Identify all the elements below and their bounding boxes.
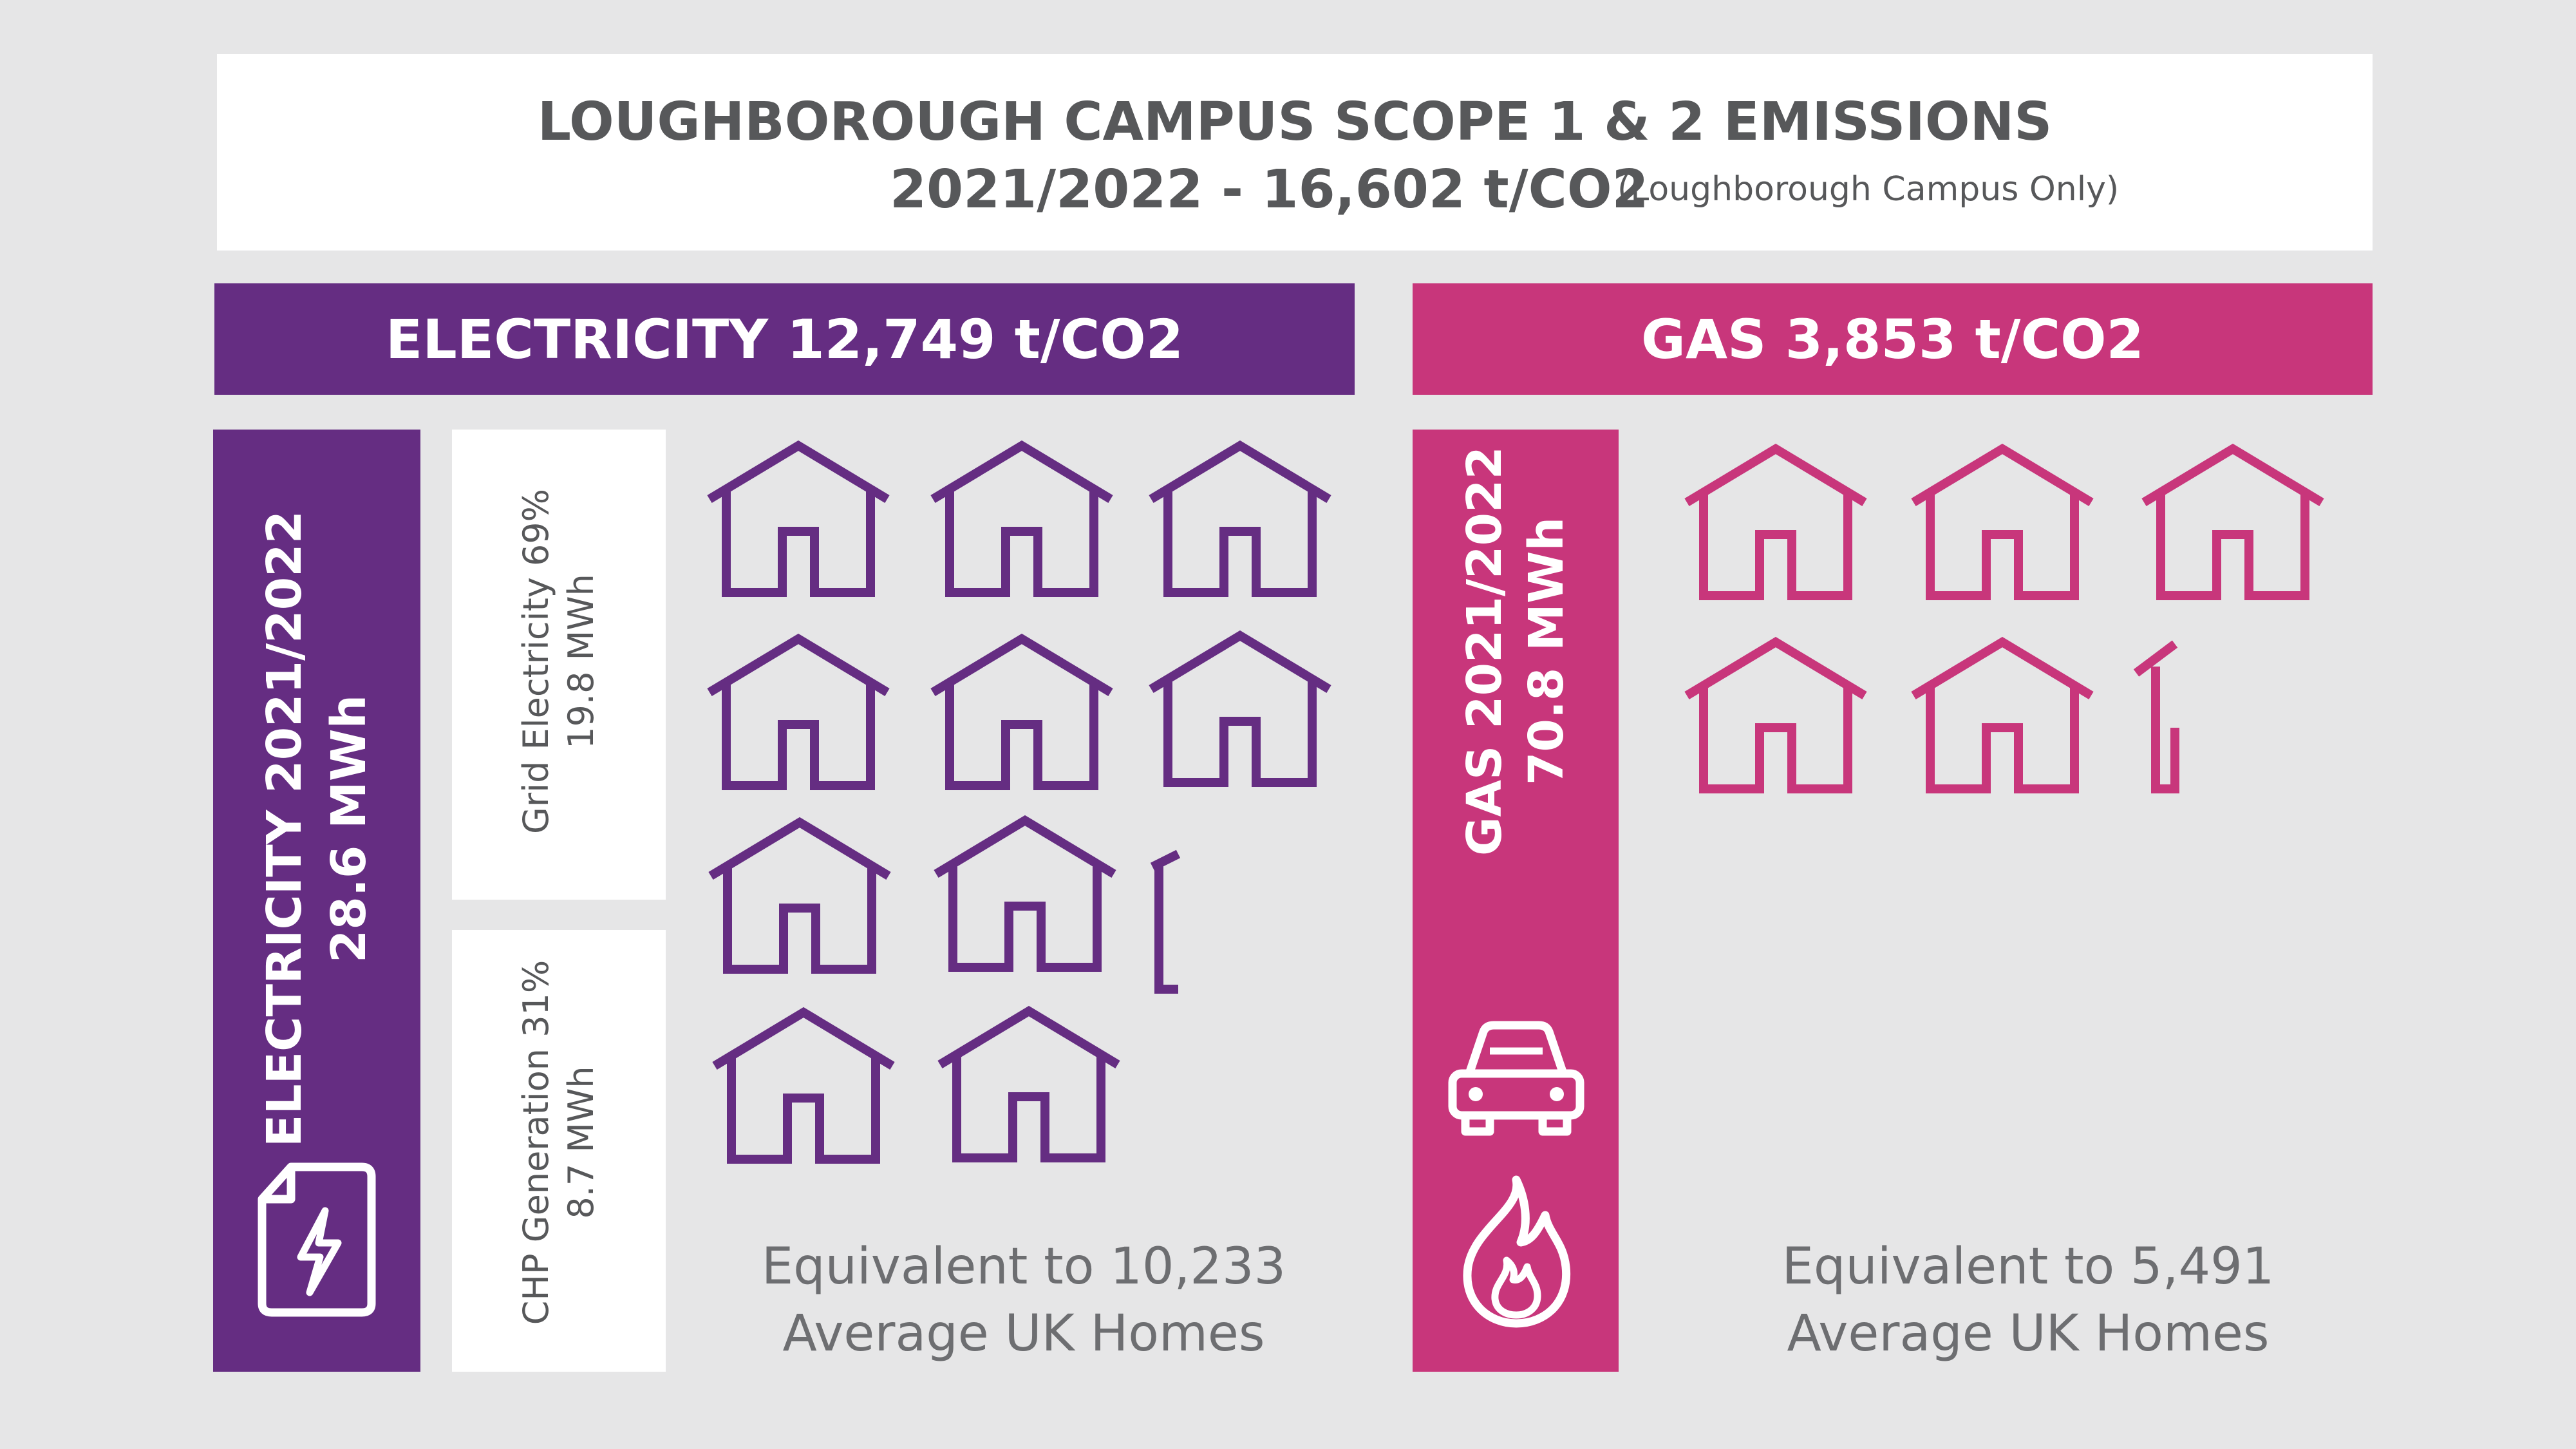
electricity-home-icon [703,815,896,976]
electricity-home-icon [702,438,895,599]
electricity-home-icon [702,631,895,792]
electricity-column: ELECTRICITY 2021/2022 28.6 MWh [213,430,420,1372]
page-subtitle: 2021/2022 - 16,602 t/CO2 [890,159,1649,220]
gas-equivalent-unit: Average UK Homes [1787,1305,2270,1363]
gas-band: GAS 3,853 t/CO2 [1413,283,2373,395]
gas-home-icon [1679,441,1872,602]
title-note: (Loughborough Campus Only) [1617,170,2120,209]
electricity-home-icon [925,438,1118,599]
electricity-home-icon [932,1003,1125,1164]
flame-icon [1463,1175,1571,1328]
gas-home-icon [1679,634,1872,795]
gas-home-icon [1906,441,2099,602]
gas-equivalent-count: Equivalent to 5,491 [1782,1238,2275,1296]
chp-generation-mwh: 8.7 MWh [561,1066,601,1219]
gas-period: GAS 2021/2022 [1457,446,1512,857]
electricity-home-icon [925,631,1118,792]
gas-vertical-label: GAS 2021/2022 70.8 MWh [1454,323,1577,980]
gas-home-icon [2133,634,2329,795]
electricity-band: ELECTRICITY 12,749 t/CO2 [214,283,1355,395]
grid-electricity-box: Grid Electricity 69% 19.8 MWh [452,430,666,900]
electricity-total: 28.6 MWh [321,694,377,963]
gas-home-icon [2136,441,2329,602]
gas-column: GAS 2021/2022 70.8 MWh [1413,430,1619,1372]
electricity-home-icon [1143,628,1337,789]
grid-electricity-share: Grid Electricity 69% [516,489,556,834]
electricity-home-icon [1143,438,1337,599]
electricity-home-icon [928,813,1122,974]
electricity-equivalent-count: Equivalent to 10,233 [761,1238,1286,1296]
electricity-equivalent-unit: Average UK Homes [782,1305,1265,1363]
electricity-equivalent: Equivalent to 10,233 Average UK Homes [734,1233,1313,1367]
gas-total: 70.8 MWh [1519,516,1574,786]
car-icon [1448,1021,1584,1136]
electricity-home-icon [1150,835,1346,996]
electricity-bill-icon [258,1162,376,1317]
grid-electricity-label: Grid Electricity 69% 19.8 MWh [514,400,604,923]
electricity-period: ELECTRICITY 2021/2022 [257,510,312,1148]
gas-home-icon [1906,634,2099,795]
chp-generation-share: CHP Generation 31% [516,960,556,1325]
title-box: LOUGHBOROUGH CAMPUS SCOPE 1 & 2 EMISSION… [217,54,2373,251]
page-title: LOUGHBOROUGH CAMPUS SCOPE 1 & 2 EMISSION… [537,91,2053,153]
electricity-vertical-label: ELECTRICITY 2021/2022 28.6 MWh [252,416,381,1242]
chp-generation-label: CHP Generation 31% 8.7 MWh [514,881,604,1404]
grid-electricity-mwh: 19.8 MWh [561,574,601,749]
electricity-home-icon [707,1005,900,1166]
gas-equivalent: Equivalent to 5,491 Average UK Homes [1738,1233,2318,1367]
chp-generation-box: CHP Generation 31% 8.7 MWh [452,930,666,1372]
